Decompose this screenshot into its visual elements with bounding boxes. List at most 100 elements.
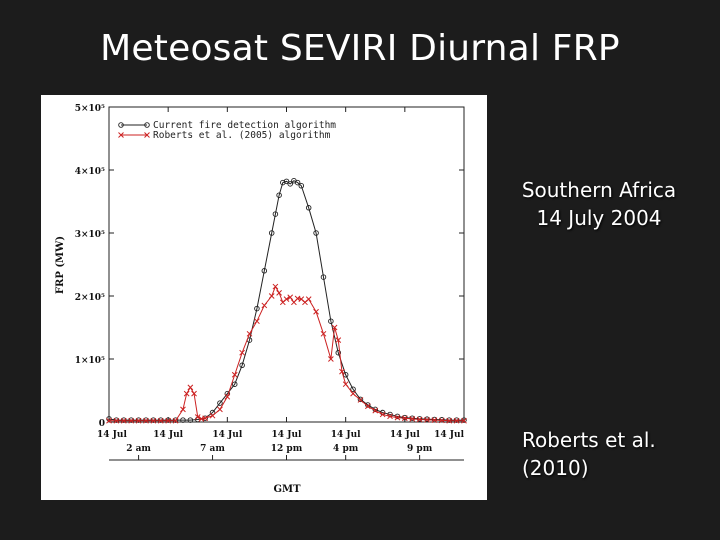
x-time-label: 9 pm — [407, 444, 433, 454]
data-point — [120, 417, 127, 424]
data-point — [339, 368, 345, 375]
region-name: Southern Africa — [521, 178, 677, 202]
data-point — [187, 417, 194, 423]
data-point — [416, 416, 423, 423]
series-line — [108, 180, 464, 421]
legend-marker-roberts — [118, 132, 150, 138]
x-date-label: 14 Jul — [331, 430, 361, 440]
data-point — [424, 416, 430, 422]
data-point — [287, 294, 294, 301]
data-point — [209, 412, 216, 419]
data-point — [135, 417, 142, 424]
data-point — [350, 386, 356, 392]
region-date: 14 July 2004 — [536, 206, 662, 230]
data-point — [165, 417, 171, 423]
plot-frame — [108, 106, 465, 423]
legend-label-roberts: Roberts et al. (2005) algorithm — [153, 130, 331, 141]
data-point — [254, 318, 260, 325]
data-point — [157, 417, 164, 424]
x-time-label: 12 pm — [271, 444, 303, 454]
data-point — [331, 324, 338, 331]
data-point — [379, 411, 386, 418]
x-date-label: 14 Jul — [97, 430, 127, 440]
y-axis-ticks: 0 1×10⁵ 2×10⁵ 3×10⁵ 4×10⁵ 5×10⁵ — [75, 104, 464, 429]
data-point — [180, 406, 186, 413]
data-point — [394, 414, 401, 421]
data-point — [394, 413, 401, 420]
data-point — [113, 417, 120, 423]
data-point — [187, 384, 194, 391]
data-point — [194, 414, 201, 420]
data-point — [446, 417, 453, 424]
data-point — [202, 415, 208, 422]
data-point — [365, 403, 371, 410]
legend-marker-current — [118, 122, 124, 128]
slide-title: Meteosat SEVIRI Diurnal FRP — [100, 28, 620, 69]
series-layer — [106, 177, 467, 424]
data-point — [143, 417, 149, 423]
data-point — [320, 330, 327, 337]
data-point — [268, 230, 275, 236]
data-point — [313, 230, 319, 236]
region-caption: Southern Africa 14 July 2004 — [488, 176, 710, 232]
frp-chart-panel: 0 1×10⁵ 2×10⁵ 3×10⁵ 4×10⁵ 5×10⁵ 14 Jul 14 Jul 1… — [41, 95, 487, 500]
y-tick-label: 0 — [99, 419, 105, 429]
data-point — [294, 179, 301, 186]
y-tick-label: 4×10⁵ — [75, 167, 105, 177]
data-point — [283, 296, 290, 303]
x-time-label: 7 am — [200, 444, 225, 454]
data-point — [280, 179, 286, 186]
data-point — [165, 417, 172, 424]
x-time-label: 4 pm — [333, 444, 359, 454]
data-point — [453, 417, 460, 423]
data-point — [135, 417, 142, 423]
data-point — [372, 407, 379, 414]
data-point — [305, 205, 312, 211]
data-point — [172, 417, 179, 424]
data-point — [217, 400, 223, 406]
data-point — [224, 393, 231, 400]
data-point — [431, 416, 438, 423]
data-point — [287, 181, 293, 187]
data-point — [150, 417, 157, 424]
x-date-label: 14 Jul — [212, 430, 242, 440]
reference-caption: Roberts et al. (2010) — [522, 426, 712, 482]
y-tick-label: 1×10⁵ — [75, 356, 105, 366]
data-point — [261, 268, 268, 274]
data-point — [128, 417, 134, 423]
data-point — [106, 417, 112, 424]
data-point — [172, 417, 179, 423]
data-point — [261, 302, 268, 309]
data-point — [276, 289, 282, 296]
x-axis-date-ticks: 14 Jul 14 Jul 14 Jul 14 Jul 14 Jul 14 Jul 14 J… — [97, 107, 465, 440]
data-point — [446, 417, 452, 423]
y-tick-label: 5×10⁵ — [75, 104, 105, 114]
data-point — [320, 274, 327, 280]
data-point — [272, 283, 279, 290]
data-point — [461, 417, 467, 423]
data-point — [239, 362, 245, 369]
reference-authors: Roberts et al. — [522, 428, 656, 452]
x-axis-label: GMT — [273, 484, 301, 495]
y-tick-label: 2×10⁵ — [75, 293, 105, 303]
data-point — [143, 417, 149, 424]
x-date-label: 14 Jul — [153, 430, 183, 440]
data-point — [453, 417, 460, 424]
data-point — [335, 349, 342, 356]
data-point — [357, 397, 364, 403]
reference-year: (2010) — [522, 456, 589, 480]
data-point — [387, 413, 393, 420]
series-roberts-algorithm — [106, 283, 467, 424]
y-axis-label: FRP (MW) — [55, 236, 66, 294]
data-point — [231, 381, 238, 387]
data-point — [431, 417, 438, 423]
data-point — [246, 330, 253, 337]
data-point — [424, 416, 430, 423]
data-point — [113, 417, 120, 424]
x-axis-time-ticks: 2 am 7 am 12 pm 4 pm 9 pm — [126, 444, 433, 460]
data-point — [276, 192, 282, 198]
data-point — [254, 305, 260, 312]
series-line — [109, 285, 464, 422]
data-point — [328, 356, 334, 362]
